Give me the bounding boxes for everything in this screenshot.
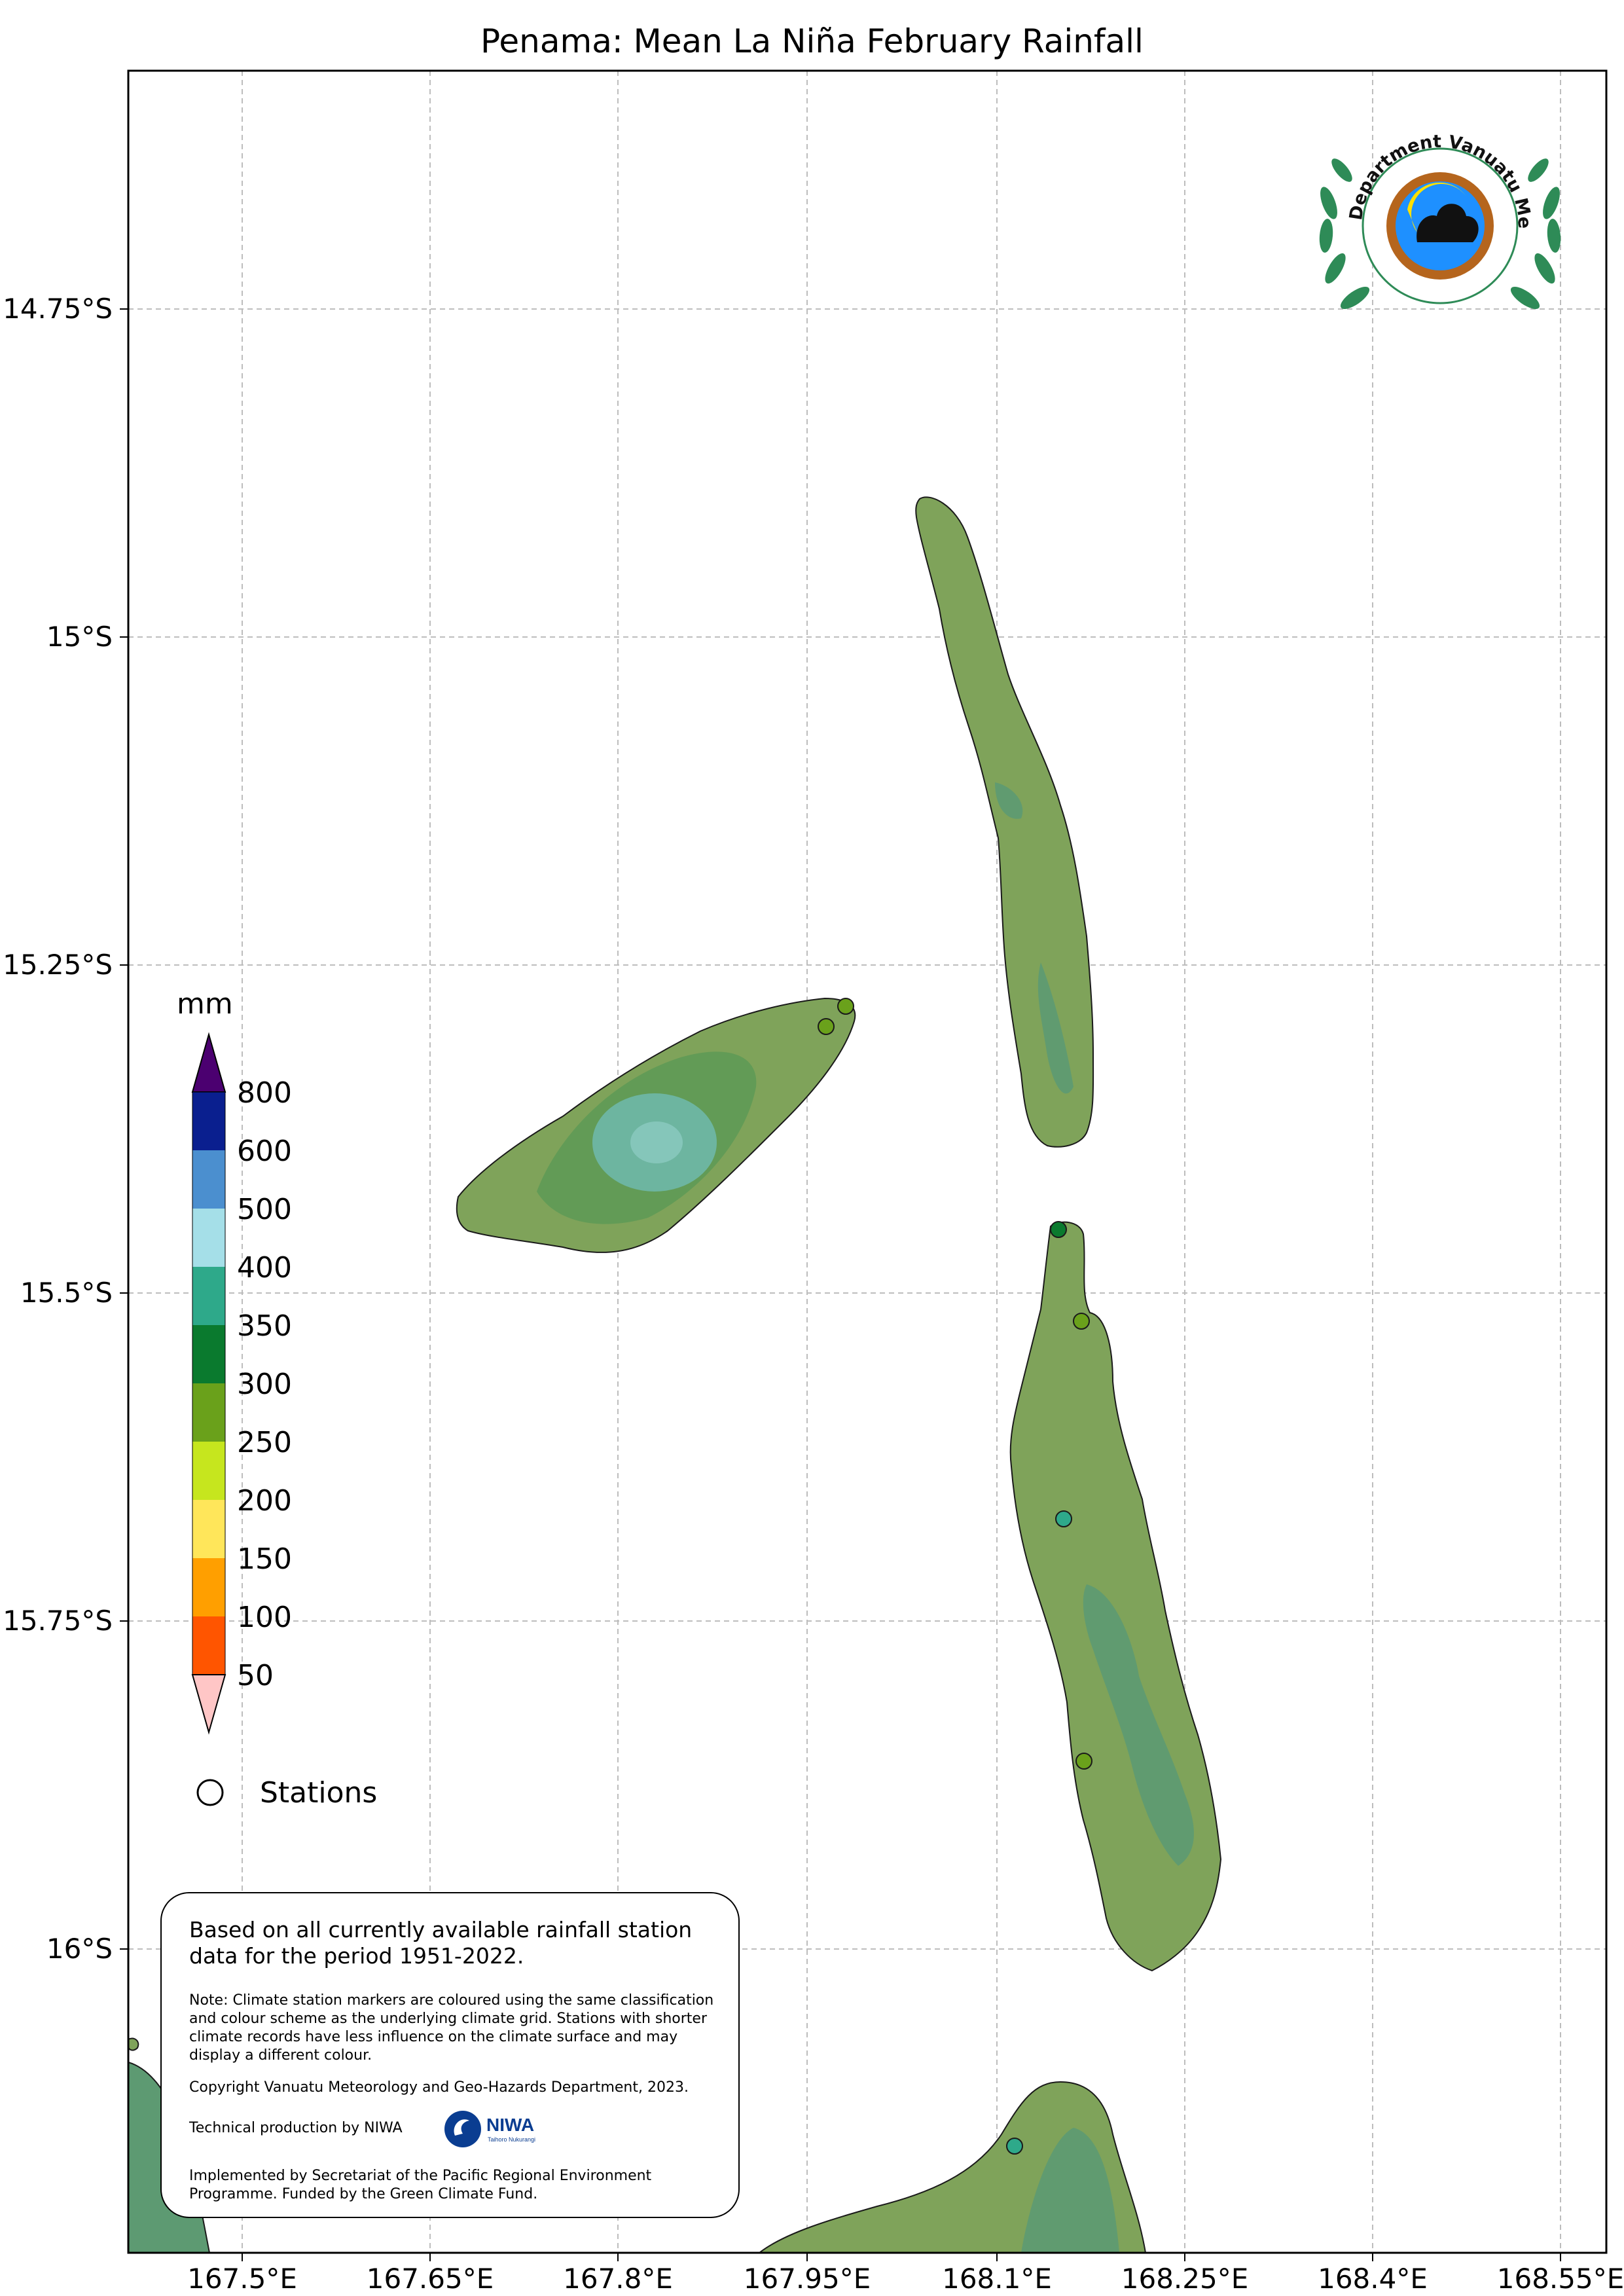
colorbar-over-arrow	[191, 1032, 226, 1093]
colorbar-label-500: 500	[237, 1193, 292, 1226]
x-tick-label-4: 167.95°E	[744, 2263, 871, 2295]
colorbar-label-300: 300	[237, 1368, 292, 1401]
station-7[interactable]	[1006, 2138, 1023, 2155]
colorbar-label-200: 200	[237, 1484, 292, 1518]
colorbar-label-250: 250	[237, 1426, 292, 1459]
niwa-logo-text: NIWA	[486, 2115, 534, 2135]
station-6[interactable]	[1075, 1753, 1092, 1770]
stations-legend-marker	[196, 1779, 224, 1806]
colorbar-label-800: 800	[237, 1076, 292, 1110]
niwa-tagline: Taihoro Nukurangi	[488, 2136, 535, 2143]
y-tick-label-6: 16°S	[46, 1933, 113, 1965]
colorbar-label-150: 150	[237, 1542, 292, 1576]
y-tick-label-5: 15.75°S	[3, 1605, 113, 1637]
station-1[interactable]	[837, 998, 854, 1015]
maewo-rain-350b	[995, 782, 1023, 819]
colorbar-bin-500-600	[192, 1150, 225, 1209]
colorbar-bin-100-150	[192, 1558, 225, 1616]
x-tick-label-6: 168.25°E	[1121, 2263, 1249, 2295]
note-technical: Technical production by NIWA	[189, 2120, 403, 2136]
note-copyright: Copyright Vanuatu Meteorology and Geo-Ha…	[189, 2079, 689, 2096]
colorbar-under-arrow	[191, 1674, 226, 1735]
station-3[interactable]	[1050, 1221, 1067, 1238]
colorbar-label-600: 600	[237, 1135, 292, 1168]
x-tick-label-2: 167.65°E	[367, 2263, 494, 2295]
colorbar-bin-400-500	[192, 1209, 225, 1267]
ambae-crater	[630, 1121, 683, 1163]
left-edge-islet	[128, 2037, 139, 2051]
colorbar-outline	[192, 1091, 226, 1675]
note-main-text: Based on all currently available rainfal…	[189, 1917, 693, 1969]
y-tick-label-3: 15.25°S	[3, 949, 113, 981]
info-note-box: Based on all currently available rainfal…	[160, 1892, 740, 2218]
colorbar-bin-200-250	[192, 1442, 225, 1500]
station-2[interactable]	[818, 1018, 835, 1035]
maewo-island	[915, 496, 1094, 1148]
stations-legend-label: Stations	[260, 1776, 377, 1810]
niwa-logo: NIWA Taihoro Nukurangi	[443, 2106, 541, 2152]
x-tick-label-5: 168.1°E	[942, 2263, 1052, 2295]
x-tick-label-7: 168.4°E	[1318, 2263, 1428, 2295]
x-tick-label-1: 167.5°E	[187, 2263, 297, 2295]
y-tick-label-2: 15°S	[46, 621, 113, 653]
colorbar: mm 800 600 500 400 350 300 250 200 150 1…	[177, 987, 292, 1735]
colorbar-label-350: 350	[237, 1309, 292, 1343]
ambrym-rain-350	[1021, 2128, 1119, 2253]
y-tick-label-4: 15.5°S	[20, 1277, 113, 1309]
tick-marks	[120, 308, 1561, 2261]
vmgd-logo: Department Vanuatu Meteorology and Geo-H…	[1303, 98, 1561, 310]
pentecost-island	[1009, 1221, 1222, 1972]
maewo-rain-350	[1038, 962, 1074, 1094]
note-implemented: Implemented by Secretariat of the Pacifi…	[189, 2168, 652, 2202]
colorbar-bin-250-300	[192, 1383, 225, 1442]
x-tick-label-8: 168.55°E	[1497, 2263, 1624, 2295]
note-climate-markers: Note: Climate station markers are colour…	[189, 1992, 714, 2064]
colorbar-label-100: 100	[237, 1601, 292, 1634]
colorbar-bin-600-800	[192, 1092, 225, 1150]
map-frame	[127, 69, 1608, 2254]
colorbar-bin-300-350	[192, 1325, 225, 1383]
colorbar-bin-150-200	[192, 1500, 225, 1558]
station-4[interactable]	[1073, 1313, 1090, 1330]
y-tick-label-1: 14.75°S	[3, 293, 113, 325]
map-title: Penama: Mean La Niña February Rainfall	[480, 22, 1144, 60]
pentecost-rain-350	[1083, 1584, 1194, 1866]
laurel-icon	[1319, 158, 1561, 310]
x-tick-label-3: 167.8°E	[563, 2263, 673, 2295]
niwa-swirl-icon: NIWA Taihoro Nukurangi	[444, 2111, 535, 2147]
station-5[interactable]	[1055, 1510, 1072, 1527]
colorbar-unit: mm	[177, 987, 233, 1021]
colorbar-bin-350-400	[192, 1267, 225, 1325]
colorbar-bin-50-100	[192, 1616, 225, 1675]
colorbar-label-400: 400	[237, 1251, 292, 1285]
colorbar-label-50: 50	[237, 1659, 274, 1692]
